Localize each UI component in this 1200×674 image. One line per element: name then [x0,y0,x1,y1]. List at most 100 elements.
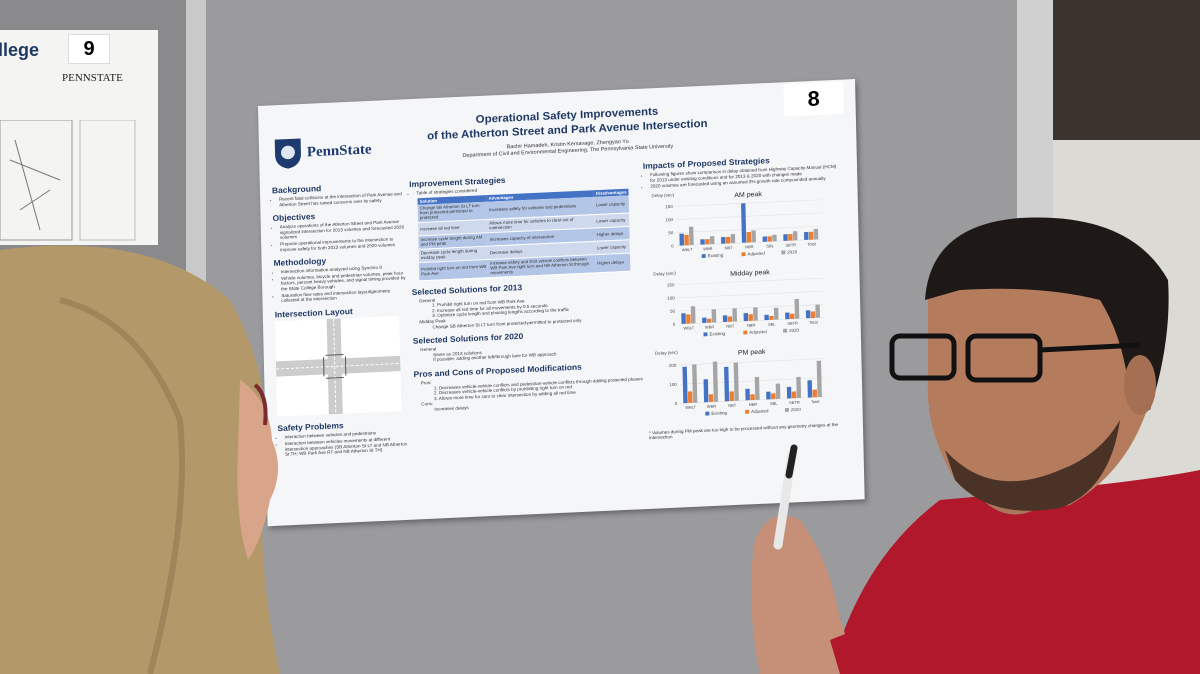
bar [745,388,750,401]
glasses-left [889,333,957,381]
left-column: BackgroundRecent fatal collisions at the… [272,174,413,459]
bar [679,233,685,246]
bar [684,234,689,246]
delay-chart: Delay (sec) AM peak 0 50 100 150 WBLT WBR NBT NBR… [651,191,822,258]
legend-swatch [703,332,708,337]
map-frame [0,120,73,241]
poster: 8 PennState Operational Safety Improveme… [258,79,865,527]
left-poster-title: llege [0,40,40,60]
woman-glasses [253,383,268,426]
x-tick-label: SBL [770,401,778,406]
bar [721,236,726,244]
grid-line [675,199,821,207]
bar [791,391,797,399]
bar [690,306,696,324]
bar [687,391,693,403]
delay-chart: Delay (sec) PM peak 0 100 200 WBLT WBR NBT NBR SB… [655,349,826,416]
x-tick-label: SBTR [787,321,798,326]
bar [785,312,790,320]
bar [804,231,809,240]
y-tick-label: 50 [670,309,676,314]
chart-title: PM peak [738,349,766,357]
man-hand [751,515,860,674]
legend-swatch [701,253,706,258]
x-tick-label: NBR [745,244,754,249]
bar [813,228,819,240]
bar [712,361,719,402]
legend-label: Adjusted [751,408,769,414]
x-tick-label: NBT [726,324,735,329]
legend-label: 2020 [789,328,800,333]
x-tick-label: NBT [728,403,737,408]
y-tick-label: 150 [665,204,673,209]
x-tick-label: NBT [725,245,734,250]
y-tick-label: 0 [671,243,674,248]
bar [783,233,788,241]
dark-wall [1053,0,1200,140]
delay-chart: Delay (sec) Midday peak 0 50 100 150 WBLT WBR NB… [653,269,824,337]
bar [706,318,712,324]
y-tick-label: 100 [665,217,673,222]
x-tick-label: Total [809,320,818,325]
y-tick-label: 0 [673,322,676,327]
bar [775,383,781,399]
x-tick-label: SBTR [789,400,800,405]
x-tick-label: WBR [703,246,713,251]
legend-label: 2020 [787,249,798,254]
bar [724,366,730,402]
bar [796,376,802,399]
legend-swatch [705,411,710,416]
bar [711,309,717,323]
legend-swatch [781,250,786,255]
map-legend [79,120,136,241]
bar [764,315,769,321]
bar [725,236,731,244]
chart-title: AM peak [734,191,762,199]
bar [750,394,755,401]
bar [816,360,822,398]
chart-title: Midday peak [730,269,770,278]
grid-line [675,212,822,220]
x-tick-label: WBR [705,325,715,330]
legend-swatch [741,252,746,257]
bar [733,362,739,401]
y-tick-label: 100 [669,382,677,387]
grid-line [677,278,823,286]
x-tick-label: Total [807,241,816,246]
legend-swatch [783,329,788,334]
bar [788,233,793,241]
bar [808,231,814,240]
crosswalks [323,353,347,379]
man-ear [1124,355,1156,415]
bar [730,233,736,244]
legend-label: Adjusted [749,329,767,335]
man-beard [945,420,1120,511]
bar [805,310,811,319]
lion [280,145,295,160]
bar [702,317,707,324]
y-tick-label: 100 [667,296,675,301]
bar [766,391,771,400]
legend-swatch [745,409,750,414]
left-poster-number: 9 [68,34,110,64]
bar [682,366,688,404]
intersection-diagram [274,315,402,417]
lane-lines [275,318,401,414]
bar [762,236,768,242]
y-tick-label: 0 [675,401,678,406]
y-tick-label: 50 [668,230,674,235]
bar [688,226,694,245]
bar [769,316,774,321]
woman-face [237,380,279,560]
poster-logo: PennState [273,133,372,170]
bar [692,364,698,403]
bar [812,389,818,398]
chart-ylabel: Delay (sec) [651,192,674,198]
bar [753,307,758,322]
shield [274,138,301,169]
bar [705,238,710,245]
bar [751,230,756,243]
bar [754,376,760,400]
y-tick-label: 150 [667,283,675,288]
